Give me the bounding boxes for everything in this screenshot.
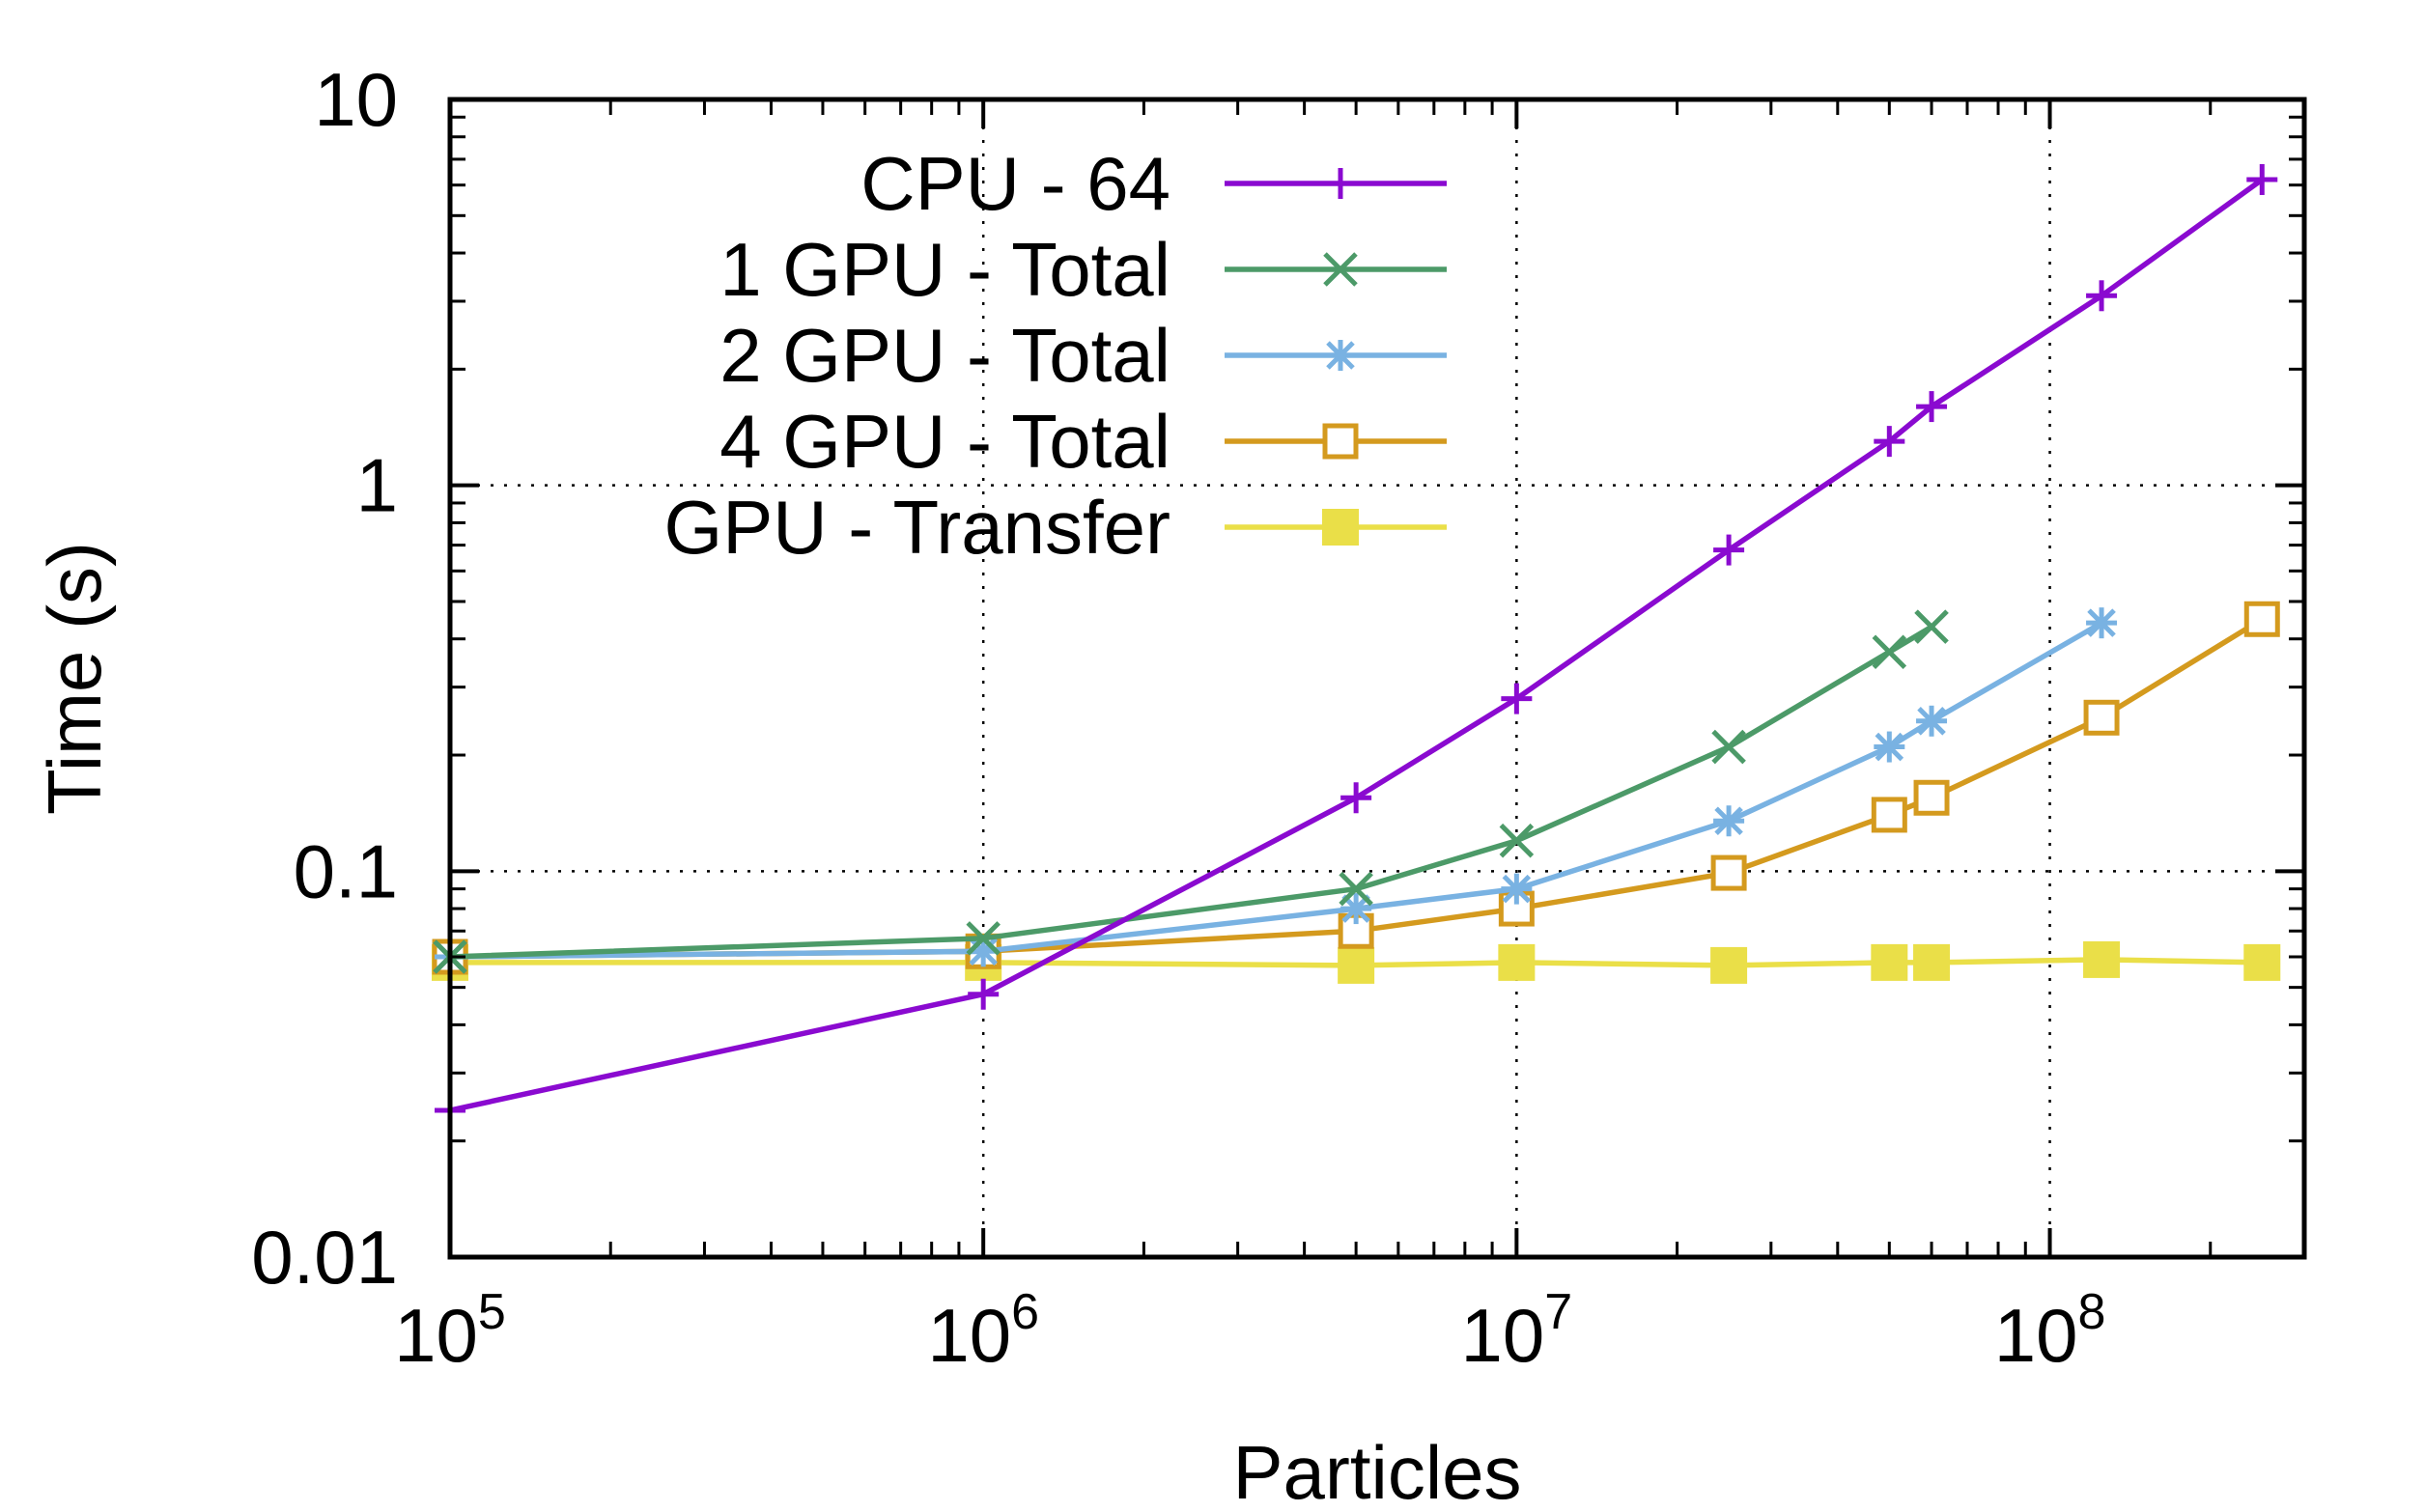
legend-item: 2 GPU - Total	[719, 313, 1447, 398]
x-tick-label: 108	[1994, 1284, 2106, 1378]
open-square-marker	[1913, 779, 1950, 816]
plus-marker	[2246, 163, 2278, 195]
plus-marker	[1874, 426, 1905, 458]
open-square-marker	[1871, 797, 1907, 833]
legend-item: 4 GPU - Total	[719, 399, 1447, 484]
plot-frame	[447, 97, 2307, 1260]
plus-marker	[968, 978, 1000, 1010]
x-tick-label: 106	[927, 1284, 1039, 1378]
y-tick-label: 1	[356, 443, 398, 528]
filled-square-marker	[1871, 943, 1908, 981]
x-axis-title: Particles	[1232, 1430, 1521, 1512]
legend-item: 1 GPU - Total	[719, 227, 1447, 312]
plus-marker	[1713, 534, 1745, 566]
plus-marker	[1325, 168, 1356, 199]
open-square-marker	[2243, 601, 2280, 637]
legend-label: 1 GPU - Total	[719, 227, 1170, 312]
cross-marker	[1711, 729, 1746, 765]
asterisk-marker	[2086, 607, 2118, 639]
y-axis-title: Time (s)	[32, 542, 117, 815]
cross-marker	[1323, 252, 1358, 287]
filled-square-marker	[1913, 943, 1951, 981]
cross-marker	[1914, 609, 1949, 644]
filled-square-marker	[1322, 509, 1359, 546]
plus-marker	[1501, 683, 1533, 714]
y-tick-label: 10	[314, 57, 398, 142]
y-tick-label: 0.1	[294, 828, 398, 913]
series-line	[449, 624, 1933, 960]
series-2-gpu-total	[435, 607, 2118, 972]
series-cpu-64	[435, 163, 2278, 1127]
legend-label: CPU - 64	[860, 141, 1170, 226]
asterisk-marker	[1501, 873, 1533, 905]
legend-label: 4 GPU - Total	[719, 399, 1170, 484]
asterisk-marker	[1916, 705, 1948, 737]
plus-marker	[1916, 391, 1948, 423]
asterisk-marker	[1713, 805, 1745, 837]
filled-square-marker	[1338, 946, 1375, 984]
ticks-layer	[448, 98, 2306, 1259]
open-square-marker	[2083, 699, 2120, 736]
x-tick-label: 105	[394, 1284, 506, 1378]
filled-square-marker	[2083, 940, 2121, 978]
asterisk-marker	[1325, 340, 1356, 371]
cross-marker	[1499, 823, 1535, 858]
tick-labels: 105 106 107 108 0.01 0.1 1 10	[251, 57, 2105, 1378]
cross-marker	[1339, 871, 1373, 907]
asterisk-marker	[1874, 731, 1905, 763]
open-square-marker	[1710, 854, 1747, 891]
legend-label: 2 GPU - Total	[719, 313, 1170, 398]
cross-marker	[966, 921, 1001, 956]
legend-label: GPU - Transfer	[664, 485, 1170, 570]
filled-square-marker	[1710, 946, 1748, 984]
plus-marker	[2086, 280, 2118, 312]
plus-marker	[1340, 782, 1372, 814]
legend-item: CPU - 64	[860, 141, 1447, 226]
y-tick-label: 0.01	[251, 1215, 398, 1300]
open-square-marker	[1322, 423, 1359, 460]
filled-square-marker	[2243, 943, 2281, 981]
series-1-gpu-total	[433, 609, 1949, 974]
series-layer	[432, 163, 2281, 1127]
cross-marker	[1872, 634, 1907, 670]
x-tick-label: 107	[1461, 1284, 1573, 1378]
filled-square-marker	[1498, 943, 1536, 981]
legend-item: GPU - Transfer	[664, 485, 1447, 570]
